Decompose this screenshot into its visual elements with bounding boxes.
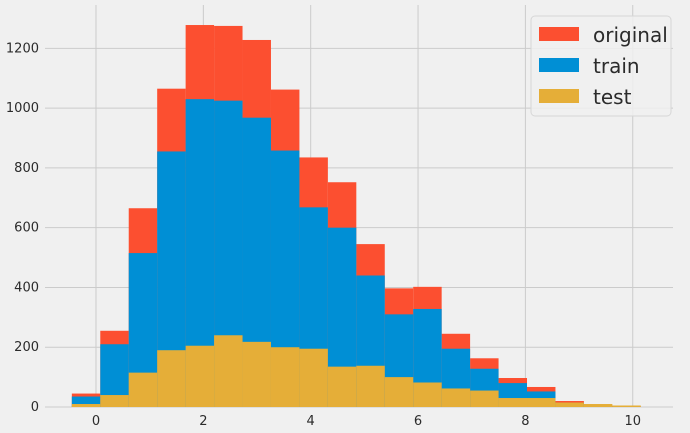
bar-test	[441, 388, 471, 407]
y-tick-label: 400	[14, 280, 39, 295]
bar-test	[100, 395, 129, 407]
bar-test	[242, 341, 271, 407]
x-tick-labels: 0 2 4 6 8 10	[92, 414, 641, 429]
x-tick-label: 2	[199, 414, 207, 429]
bar-test	[612, 405, 641, 407]
legend-label-original: original	[593, 23, 668, 47]
x-tick-label: 0	[92, 414, 100, 429]
bar-test	[356, 365, 385, 407]
bar-test	[498, 398, 528, 407]
y-tick-labels: 0 200 400 600 800 1000 1200	[6, 41, 39, 415]
bar-test	[71, 404, 101, 407]
bar-test	[128, 372, 158, 407]
bar-test	[185, 345, 215, 407]
legend-label-train: train	[593, 54, 640, 78]
y-tick-label: 1200	[6, 41, 39, 56]
x-tick-label: 6	[414, 414, 422, 429]
y-tick-label: 800	[14, 161, 39, 176]
bar-test	[270, 347, 300, 407]
legend-label-test: test	[593, 85, 632, 109]
legend-swatch-original	[539, 27, 579, 41]
y-tick-label: 0	[31, 400, 39, 415]
legend-swatch-test	[539, 89, 579, 103]
bar-test	[214, 335, 243, 407]
x-tick-label: 8	[521, 414, 529, 429]
bar-test	[583, 404, 613, 407]
y-tick-label: 600	[14, 221, 39, 236]
bar-test	[527, 398, 556, 407]
x-tick-label: 10	[624, 414, 641, 429]
bar-test	[470, 390, 499, 407]
bar-test	[327, 366, 357, 407]
legend-swatch-train	[539, 58, 579, 72]
bar-test	[299, 348, 328, 407]
bar-test	[555, 402, 584, 407]
bar-test	[157, 350, 186, 407]
legend: original train test	[530, 15, 672, 117]
y-tick-label: 200	[14, 340, 39, 355]
bars	[71, 25, 641, 408]
bar-train	[71, 396, 101, 407]
x-tick-label: 4	[307, 414, 315, 429]
bar-test	[413, 382, 442, 407]
y-tick-label: 1000	[6, 101, 39, 116]
bar-test	[384, 377, 414, 407]
